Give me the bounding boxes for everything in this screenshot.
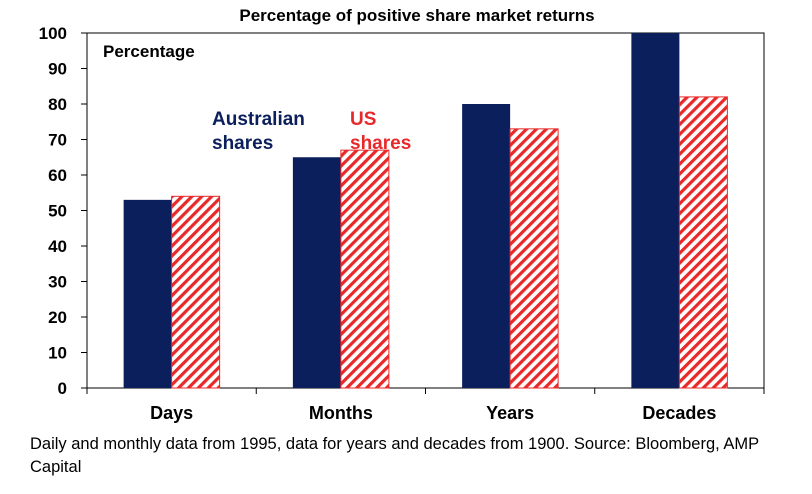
series-label-australian-shares: Australian [212,109,305,130]
x-tick-label-days: Days [150,403,193,423]
x-tick-label-years: Years [486,403,534,423]
bar-australian-shares-decades [631,33,680,388]
y-tick-label: 50 [48,202,67,221]
chart: Percentage of positive share market retu… [39,6,765,423]
y-tick-label: 60 [48,166,67,185]
y-tick-label: 80 [48,95,67,114]
series-label-us-shares: US [350,109,376,130]
bar-us-shares-months [340,149,390,389]
bar-australian-shares-days [123,199,172,388]
y-tick-label: 40 [48,237,67,256]
series-label-us-shares: shares [350,133,411,154]
y-tick-label: 0 [58,379,67,398]
source-note: Daily and monthly data from 1995, data f… [30,435,759,476]
x-tick-label-decades: Decades [642,403,716,423]
series-label-australian-shares: shares [212,133,273,154]
y-tick-label: 70 [48,131,67,150]
x-tick-label-months: Months [309,403,373,423]
y-tick-label: 30 [48,273,67,292]
chart-title: Percentage of positive share market retu… [239,6,594,25]
bar-us-shares-years [509,128,559,389]
y-tick-label: 20 [48,308,67,327]
y-axis-label: Percentage [103,42,195,61]
y-tick-label: 90 [48,60,67,79]
y-tick-label: 100 [39,24,67,43]
bar-us-shares-days [171,195,221,389]
bar-us-shares-decades [678,96,728,389]
y-tick-label: 10 [48,344,67,363]
bar-australian-shares-years [462,104,511,388]
bar-australian-shares-months [292,157,341,388]
